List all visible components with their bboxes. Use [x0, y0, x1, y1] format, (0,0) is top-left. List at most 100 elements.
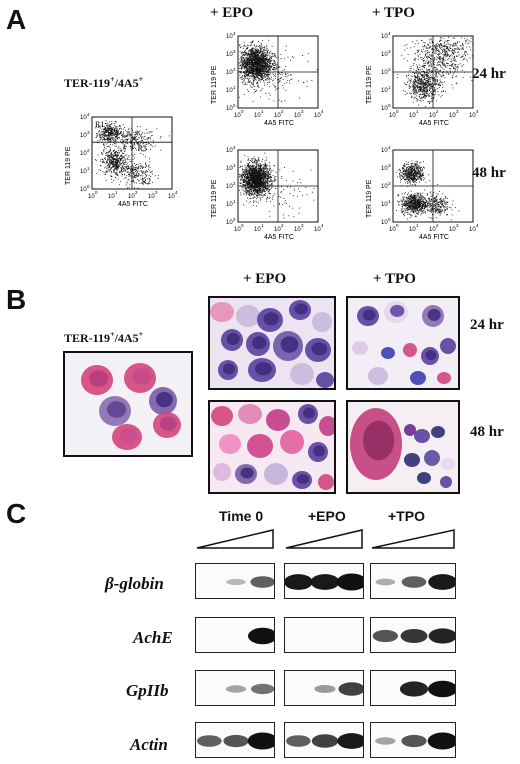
panel-b-time-24hr: 24 hr — [470, 317, 504, 333]
y-tick-label: 10 — [381, 106, 388, 112]
x-tick-label: 10 — [389, 227, 396, 233]
x-tick-label: 10 — [274, 113, 281, 119]
svg-text:0: 0 — [388, 103, 391, 108]
panel-a-time-48hr: 48 hr — [472, 165, 506, 181]
svg-text:4: 4 — [175, 190, 178, 195]
svg-text:2: 2 — [87, 148, 90, 153]
y-tick-label: 10 — [80, 187, 87, 193]
dose-ramp-tpo — [371, 529, 455, 549]
y-axis-label: TER 119 PE — [211, 179, 218, 218]
x-tick-label: 10 — [254, 113, 261, 119]
flow-plot-tpo-24hr: TER 119 PE 10 0 10 1 10 2 10 3 10 4 10 0 10 1 10 2 10 3 10 4… — [363, 31, 488, 132]
svg-text:0: 0 — [87, 184, 90, 189]
y-axis-label: TER 119 PE — [211, 65, 218, 104]
y-tick-label: 10 — [80, 151, 87, 157]
gate-region-label: R3 — [138, 144, 147, 153]
svg-text:1: 1 — [388, 85, 391, 90]
x-tick-label: 10 — [429, 113, 436, 119]
blot-lane-group — [195, 563, 275, 599]
x-tick-label: 10 — [294, 227, 301, 233]
svg-text:0: 0 — [95, 190, 98, 195]
y-tick-label: 10 — [381, 148, 388, 154]
blot-lane-group — [284, 617, 364, 653]
x-tick-label: 10 — [449, 227, 456, 233]
flow-plot-tpo-48hr: TER 119 PE 10 0 10 1 10 2 10 3 10 4 10 0 10 1 10 2 10 3 10 4… — [363, 145, 488, 246]
svg-text:2: 2 — [281, 109, 284, 114]
blot-band — [250, 576, 274, 588]
panel-letter-b: B — [6, 284, 27, 315]
y-axis-label: TER 119 PE — [366, 65, 373, 104]
blot-band — [223, 734, 249, 748]
flow-plot-control: TER 119 PE 10 0 10 1 10 2 10 3 10 4 10 0 10 1 10 2 10 3 10 4… — [62, 112, 187, 213]
x-tick-label: 10 — [314, 227, 321, 233]
svg-text:3: 3 — [155, 190, 158, 195]
y-tick-label: 10 — [80, 133, 87, 139]
svg-text:4: 4 — [388, 31, 391, 36]
blot-band — [250, 683, 274, 695]
gate-region-label: R1 — [95, 120, 104, 129]
blot-band — [400, 629, 428, 643]
y-tick-label: 10 — [381, 202, 388, 208]
blot-band — [311, 734, 339, 748]
x-tick-label: 10 — [429, 227, 436, 233]
blot-band — [372, 629, 398, 643]
svg-text:0: 0 — [241, 109, 244, 114]
panel-b-header-tpo: + TPO — [373, 271, 416, 287]
panel-b-header-epo: + EPO — [243, 271, 287, 287]
micrograph-epo-48hr — [208, 400, 336, 494]
micrograph-tpo-24hr — [346, 296, 460, 390]
blot-band — [375, 737, 396, 745]
y-tick-label: 10 — [381, 52, 388, 58]
dose-ramp-time0 — [196, 529, 274, 549]
gene-label-beta-globin: β-globin — [105, 574, 164, 593]
blot-lane-group — [195, 722, 275, 758]
svg-text:3: 3 — [388, 49, 391, 54]
blot-lane-group — [284, 670, 364, 706]
x-tick-label: 10 — [108, 194, 115, 200]
y-tick-label: 10 — [80, 115, 87, 121]
panel-a-header-epo: + EPO — [210, 5, 254, 21]
micrograph-epo-24hr — [208, 296, 336, 390]
blot-band — [338, 682, 363, 696]
x-tick-label: 10 — [469, 113, 476, 119]
svg-text:0: 0 — [241, 223, 244, 228]
svg-text:0: 0 — [233, 217, 236, 222]
y-tick-label: 10 — [381, 220, 388, 226]
blot-band — [401, 576, 427, 588]
gene-label-actin: Actin — [130, 735, 168, 754]
blot-band — [247, 627, 274, 645]
blot-band — [427, 680, 455, 698]
blot-band — [427, 732, 455, 750]
x-axis-label: 4A5 FITC — [419, 120, 449, 127]
svg-text:1: 1 — [261, 109, 264, 114]
y-tick-label: 10 — [226, 34, 233, 40]
blot-band — [197, 735, 222, 747]
y-axis-label: TER 119 PE — [366, 179, 373, 218]
panel-c-column-tpo: +TPO — [388, 508, 425, 524]
panel-b-cell-label: TER-119+/4A5+ — [64, 330, 144, 345]
blot-lane-group — [370, 670, 456, 706]
y-tick-label: 10 — [226, 166, 233, 172]
y-tick-label: 10 — [381, 70, 388, 76]
y-tick-label: 10 — [226, 52, 233, 58]
svg-text:1: 1 — [87, 166, 90, 171]
x-tick-label: 10 — [128, 194, 135, 200]
svg-text:2: 2 — [388, 67, 391, 72]
y-tick-label: 10 — [226, 70, 233, 76]
y-tick-label: 10 — [80, 169, 87, 175]
blot-band — [247, 732, 274, 750]
y-tick-label: 10 — [381, 184, 388, 190]
blot-lane-group — [370, 722, 456, 758]
x-axis-label: 4A5 FITC — [264, 234, 294, 241]
svg-text:2: 2 — [135, 190, 138, 195]
svg-text:1: 1 — [233, 199, 236, 204]
svg-text:4: 4 — [321, 109, 324, 114]
blot-band — [310, 574, 340, 590]
svg-text:0: 0 — [233, 103, 236, 108]
y-tick-label: 10 — [226, 106, 233, 112]
x-tick-label: 10 — [314, 113, 321, 119]
blot-band — [399, 681, 429, 697]
flow-plot-epo-48hr: TER 119 PE 10 0 10 1 10 2 10 3 10 4 10 0 10 1 10 2 10 3 10 4… — [208, 145, 333, 246]
x-tick-label: 10 — [274, 227, 281, 233]
blot-lane-group — [370, 617, 456, 653]
